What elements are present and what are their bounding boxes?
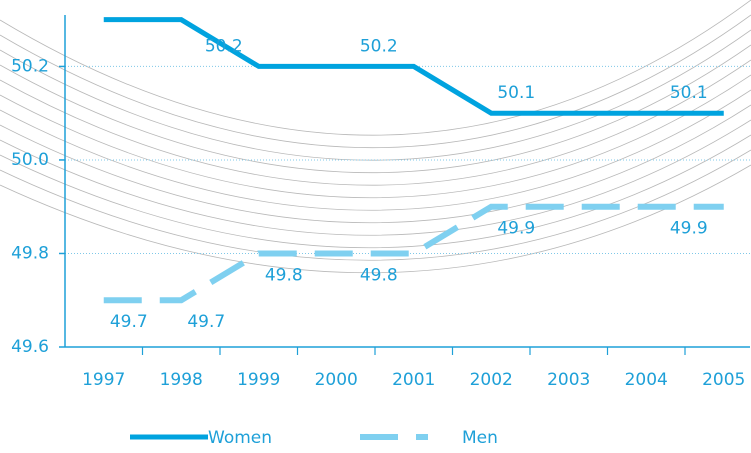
data-label: 50.1 [670, 83, 708, 103]
y-tick-label: 49.6 [11, 337, 49, 357]
data-label: 50.2 [205, 36, 243, 56]
x-tick-label: 1999 [237, 370, 280, 390]
data-label: 50.1 [497, 83, 535, 103]
data-label: 49.7 [110, 312, 148, 332]
x-tick-label: 2001 [392, 370, 435, 390]
x-tick-label: 2003 [547, 370, 590, 390]
legend-label: Men [462, 428, 498, 448]
data-label: 49.8 [360, 265, 398, 285]
y-tick-label: 50.2 [11, 56, 49, 76]
y-tick-label: 49.8 [11, 243, 49, 263]
x-tick-label: 2000 [315, 370, 358, 390]
data-label: 49.9 [497, 219, 535, 239]
x-tick-label: 2005 [702, 370, 745, 390]
x-tick-label: 1997 [82, 370, 125, 390]
x-tick-label: 1998 [160, 370, 203, 390]
background-curves [0, 0, 751, 274]
y-tick-label: 50.0 [11, 150, 49, 170]
legend-label: Women [208, 428, 272, 448]
data-label: 49.8 [265, 265, 303, 285]
series-line [103, 17, 724, 116]
data-label: 50.2 [360, 36, 398, 56]
x-tick-label: 2002 [470, 370, 513, 390]
data-label: 49.7 [187, 312, 225, 332]
x-tick-label: 2004 [625, 370, 668, 390]
data-label: 49.9 [670, 219, 708, 239]
